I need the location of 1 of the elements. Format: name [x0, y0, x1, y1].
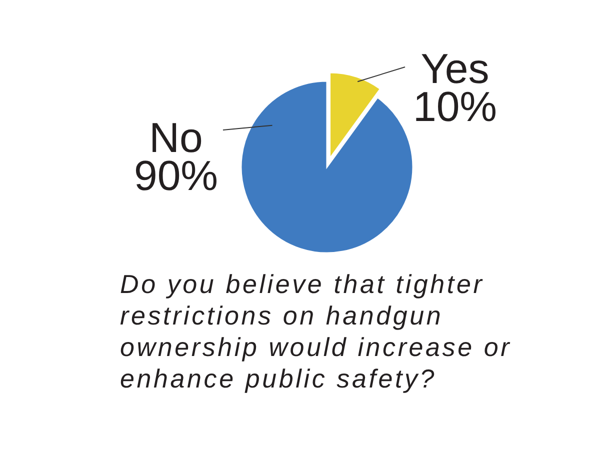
text: Do you believe that tighter restrictions on handgun ownership would increase or enhance public safety? [120, 269, 512, 394]
